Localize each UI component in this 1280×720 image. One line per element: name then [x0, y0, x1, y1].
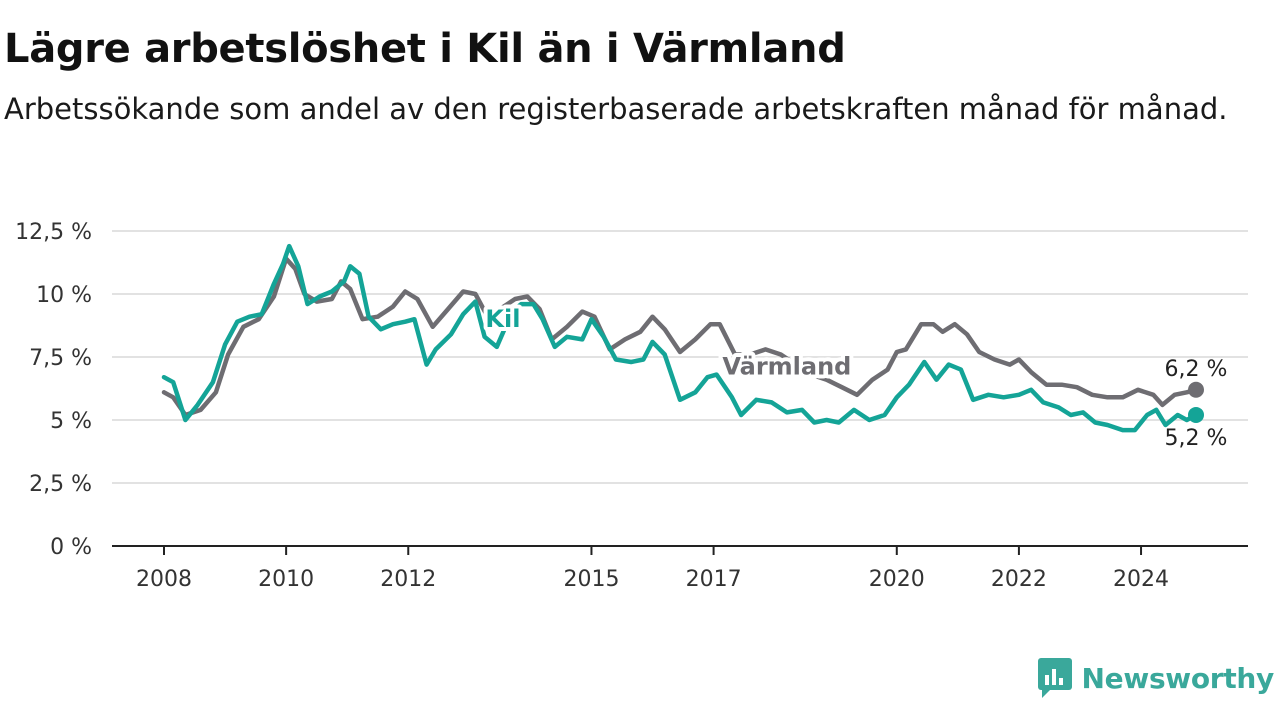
- y-axis-ticks: 0 % 2,5 % 5 % 7,5 % 10 % 12,5 %: [15, 220, 92, 560]
- series-label-värmland: Värmland: [722, 353, 851, 381]
- x-tick-label: 2020: [869, 567, 925, 592]
- brand: Newsworthy: [1037, 658, 1275, 698]
- x-tick-label: 2024: [1113, 567, 1169, 592]
- series-label-kil: Kil: [485, 305, 520, 333]
- series-label-halo: Kil: [485, 305, 520, 333]
- y-tick-label: 10 %: [36, 283, 92, 308]
- y-tick-label: 0 %: [50, 535, 92, 560]
- series-end-label: 5,2 %: [1165, 426, 1228, 451]
- x-tick-label: 2022: [991, 567, 1047, 592]
- series-end-label: 6,2 %: [1165, 357, 1228, 382]
- brand-name: Newsworthy: [1081, 661, 1275, 695]
- x-tick-label: 2010: [258, 567, 314, 592]
- series-end-point: [1188, 381, 1204, 398]
- series-end-point: [1188, 406, 1204, 423]
- series-line-värmland: [161, 256, 1199, 418]
- y-tick-label: 2,5 %: [29, 472, 92, 497]
- newsworthy-logo-icon: [1037, 658, 1072, 698]
- series-line-kil: [161, 243, 1199, 433]
- chart-subtitle: Arbetssökande som andel av den registerb…: [4, 92, 1228, 126]
- chart-title: Lägre arbetslöshet i Kil än i Värmland: [4, 26, 846, 72]
- series-label-halo: Värmland: [722, 353, 851, 381]
- y-tick-label: 12,5 %: [15, 220, 92, 245]
- y-tick-label: 7,5 %: [29, 346, 92, 371]
- grid-lines: [112, 230, 1248, 484]
- x-tick-label: 2015: [563, 567, 619, 592]
- x-tick-label: 2008: [136, 567, 192, 592]
- y-tick-label: 5 %: [50, 409, 92, 434]
- series-lines: [161, 243, 1204, 433]
- x-tick-label: 2012: [380, 567, 436, 592]
- x-tick-label: 2017: [686, 567, 742, 592]
- x-axis: 2008 2010 2012 2015 2017 2020 2022 2024: [112, 545, 1248, 592]
